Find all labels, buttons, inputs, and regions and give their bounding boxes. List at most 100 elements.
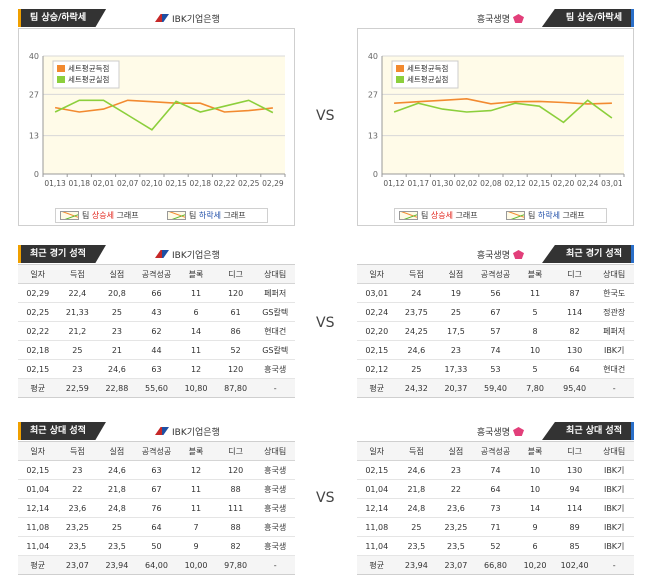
table-cell: 87 bbox=[554, 283, 595, 303]
table-cell: 88 bbox=[215, 517, 256, 537]
table-cell: 24,6 bbox=[396, 340, 437, 360]
average-cell: 87,80 bbox=[215, 378, 256, 398]
legend-swatch bbox=[396, 76, 404, 83]
average-cell: 10,00 bbox=[176, 555, 216, 575]
column-header: 일자 bbox=[357, 441, 397, 461]
table-cell: 23 bbox=[57, 460, 98, 480]
column-header: 블록 bbox=[515, 441, 555, 461]
left-recent-table: 일자 득점 실점 공격성공 블록 디그 상대팀 02,29 22,4 20,8 66 11 120 페퍼저… bbox=[18, 264, 295, 398]
table-cell: 62 bbox=[136, 321, 177, 341]
table-row: 01,04 21,8 22 64 10 94 IBK기 bbox=[357, 479, 634, 499]
column-header: 일자 bbox=[18, 264, 58, 284]
table-cell: 11 bbox=[176, 340, 216, 360]
table-cell: 24 bbox=[396, 283, 437, 303]
average-row: 평균 23,94 23,07 66,80 10,20 102,40- bbox=[357, 555, 634, 575]
average-cell: 평균 bbox=[357, 378, 397, 398]
table-cell: 73 bbox=[475, 498, 516, 518]
ibk-logo-icon bbox=[155, 427, 169, 435]
table-cell: 11 bbox=[176, 479, 216, 499]
column-header: 득점 bbox=[396, 441, 437, 461]
x-tick-label: 01,17 bbox=[408, 179, 430, 188]
average-cell: - bbox=[594, 555, 634, 575]
left-trend-chart-box: 0 13 27 40 01,13 01,18 02,01 02,07 02,10 02,15 02,… bbox=[18, 28, 295, 226]
average-cell: 10,80 bbox=[176, 378, 216, 398]
right-team-label: 흥국생명 bbox=[476, 15, 510, 25]
table-cell: 111 bbox=[215, 498, 256, 518]
legend-label: 세트평균득점 bbox=[68, 63, 109, 73]
table-cell: 24,6 bbox=[97, 460, 137, 480]
table-row: 01,04 22 21,8 67 11 88 흥국생 bbox=[18, 479, 295, 499]
table-cell: 23,25 bbox=[436, 517, 476, 537]
right-team-name: 흥국생명 bbox=[477, 425, 524, 438]
table-cell: 120 bbox=[215, 460, 256, 480]
vs-label-bottom: VS bbox=[316, 490, 335, 506]
right-trend-panel: 흥국생명 팀 상승/하락세 0 13 27 40 01,12 01,17 01,30 02,0… bbox=[357, 8, 634, 226]
column-header: 상대팀 bbox=[594, 264, 634, 284]
table-cell: 02,15 bbox=[357, 340, 397, 360]
table-cell: 10 bbox=[515, 479, 555, 499]
table-row: 02,29 22,4 20,8 66 11 120 페퍼저 bbox=[18, 283, 295, 303]
ibk-logo-icon bbox=[155, 250, 169, 258]
right-h2h-panel: 흥국생명 최근 상대 성적 일자 득점 실점 공격성공 블록 디그 상대팀 02,15 24,6… bbox=[357, 421, 634, 575]
legend-label: 세트평균득점 bbox=[407, 63, 448, 73]
table-cell: IBK기 bbox=[594, 536, 634, 556]
column-header: 공격성공 bbox=[475, 264, 516, 284]
table-cell: 흥국생 bbox=[255, 498, 295, 518]
table-cell: 21,2 bbox=[57, 321, 98, 341]
table-cell: 52 bbox=[475, 536, 516, 556]
table-cell: 67 bbox=[475, 302, 516, 322]
fall-graph-icon bbox=[167, 211, 186, 220]
x-tick-label: 02,29 bbox=[262, 179, 284, 188]
average-cell: - bbox=[594, 378, 634, 398]
table-cell: 12 bbox=[176, 359, 216, 379]
table-cell: 8 bbox=[515, 321, 555, 341]
table-cell: 6 bbox=[176, 302, 216, 322]
average-cell: 95,40 bbox=[554, 378, 595, 398]
table-cell: 한국도 bbox=[594, 283, 634, 303]
left-h2h-tag: 최근 상대 성적 bbox=[18, 422, 106, 440]
legend-fall-text: 하락세 bbox=[198, 211, 221, 220]
x-tick-label: 02,01 bbox=[93, 179, 115, 188]
column-header: 블록 bbox=[515, 264, 555, 284]
average-cell: 평균 bbox=[357, 555, 397, 575]
legend-text: 그래프 bbox=[114, 211, 139, 220]
y-tick-label: 40 bbox=[368, 52, 378, 61]
heungkuk-logo-icon bbox=[513, 14, 524, 23]
table-cell: 22 bbox=[436, 479, 476, 499]
average-cell: 23,07 bbox=[436, 555, 476, 575]
y-tick-label: 13 bbox=[368, 132, 378, 141]
right-trend-tag: 팀 상승/하락세 bbox=[541, 9, 634, 27]
y-tick-label: 27 bbox=[368, 90, 378, 99]
average-cell: 55,60 bbox=[136, 378, 177, 398]
table-cell: 88 bbox=[215, 479, 256, 499]
y-tick-label: 0 bbox=[373, 170, 378, 179]
x-tick-label: 02,08 bbox=[480, 179, 502, 188]
table-cell: 64 bbox=[136, 517, 177, 537]
table-cell: 21,33 bbox=[57, 302, 98, 322]
table-cell: 9 bbox=[176, 536, 216, 556]
table-cell: 86 bbox=[215, 321, 256, 341]
table-cell: 02,29 bbox=[18, 283, 58, 303]
table-cell: 82 bbox=[554, 321, 595, 341]
table-cell: 23,5 bbox=[396, 536, 437, 556]
table-row: 02,15 23 24,6 63 12 120 흥국생 bbox=[18, 359, 295, 379]
right-team-label: 흥국생명 bbox=[476, 251, 510, 261]
legend-swatch bbox=[57, 76, 65, 83]
table-cell: 5 bbox=[515, 359, 555, 379]
table-cell: 02,15 bbox=[18, 460, 58, 480]
table-cell: 74 bbox=[475, 340, 516, 360]
legend-rise-text: 상승세 bbox=[430, 211, 453, 220]
table-cell: 25 bbox=[97, 302, 137, 322]
table-cell: 정관장 bbox=[594, 302, 634, 322]
column-header: 실점 bbox=[436, 264, 476, 284]
table-cell: 25 bbox=[436, 302, 476, 322]
rise-legend-item: 팀 상승세 그래프 bbox=[399, 209, 478, 222]
legend-text: 그래프 bbox=[221, 211, 246, 220]
table-row: 11,04 23,5 23,5 52 6 85 IBK기 bbox=[357, 536, 634, 556]
table-cell: GS칼텍 bbox=[255, 302, 295, 322]
x-tick-label: 02,25 bbox=[238, 179, 260, 188]
column-header: 상대팀 bbox=[594, 441, 634, 461]
series-line-points-for bbox=[54, 99, 273, 113]
table-cell: 02,22 bbox=[18, 321, 58, 341]
